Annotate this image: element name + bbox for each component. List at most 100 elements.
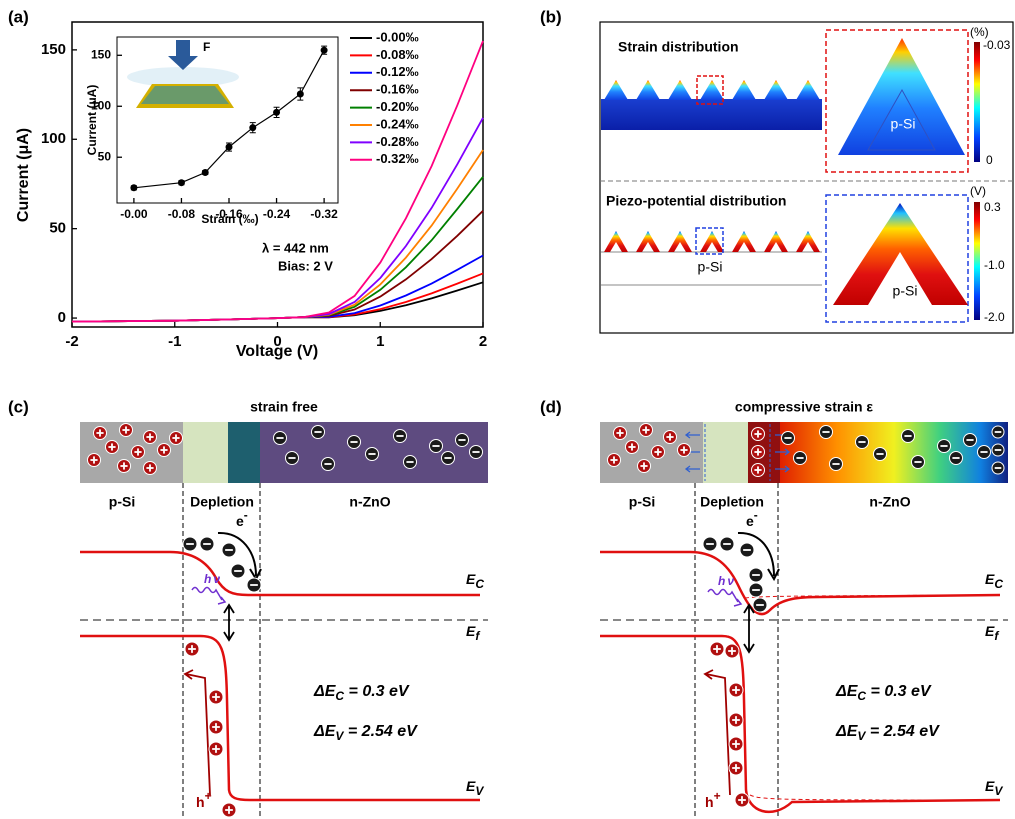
photon-text: h bbox=[204, 572, 211, 586]
colorbar-label: 0.3 bbox=[984, 200, 1001, 214]
gap-arrow bbox=[224, 605, 234, 640]
panel-label: (c) bbox=[8, 397, 29, 416]
electron-text: - bbox=[754, 508, 758, 522]
annotation: Bias: 2 V bbox=[278, 258, 333, 273]
hole-arrow bbox=[705, 670, 730, 795]
region-label: p-Si bbox=[629, 494, 655, 510]
band-text: C bbox=[475, 577, 484, 591]
band-text: V bbox=[994, 784, 1003, 798]
section-title: Strain distribution bbox=[618, 39, 739, 55]
hole-text: + bbox=[714, 789, 721, 803]
data-point bbox=[297, 91, 304, 98]
hole-text: + bbox=[205, 789, 212, 803]
electron-text: - bbox=[244, 508, 248, 522]
band-text: V bbox=[475, 784, 484, 798]
conduction-band bbox=[600, 552, 1000, 614]
offset-text: = 0.3 eV bbox=[866, 683, 932, 700]
x-tick-label: 2 bbox=[479, 333, 487, 350]
gap-arrow bbox=[744, 605, 754, 652]
region-label: n-ZnO bbox=[869, 494, 910, 510]
legend-label: -0.12‰ bbox=[376, 64, 419, 79]
y-tick-label: 50 bbox=[49, 220, 66, 237]
x-tick-label: -0.08 bbox=[168, 207, 196, 221]
x-tick-label: 1 bbox=[376, 333, 384, 350]
band-label: Ef bbox=[466, 623, 480, 643]
offset-text: ΔE bbox=[313, 683, 337, 700]
y-tick-label: 100 bbox=[91, 98, 111, 112]
y-tick-label: 0 bbox=[58, 309, 66, 326]
conduction-band bbox=[80, 552, 480, 595]
x-tick-label: -0.24 bbox=[263, 207, 291, 221]
substrate bbox=[601, 99, 822, 130]
offset-text: ΔE bbox=[835, 723, 859, 740]
legend-label: -0.28‰ bbox=[376, 134, 419, 149]
offset-label: ΔEC = 0.3 eV bbox=[313, 683, 410, 703]
hole-label: h+ bbox=[705, 789, 721, 810]
x-tick-label: -0.00 bbox=[120, 207, 148, 221]
photon-text: ν bbox=[213, 572, 220, 586]
hole-arrow bbox=[185, 670, 210, 795]
data-point bbox=[273, 109, 280, 116]
electron-label: e- bbox=[746, 508, 758, 529]
panel-label: (b) bbox=[540, 7, 562, 26]
panel-label: (d) bbox=[540, 397, 562, 416]
offset-text: = 0.3 eV bbox=[344, 683, 410, 700]
data-point bbox=[321, 47, 328, 54]
region-label: p-Si bbox=[109, 494, 135, 510]
data-point bbox=[249, 124, 256, 131]
y-axis-title: Current (μA) bbox=[15, 128, 32, 222]
data-point bbox=[202, 169, 209, 176]
offset-label: ΔEV = 2.54 eV bbox=[313, 723, 418, 743]
y-tick-label: 150 bbox=[41, 41, 66, 58]
x-tick-label: 0 bbox=[273, 333, 281, 350]
panel-title: strain free bbox=[250, 399, 318, 415]
depletion-p bbox=[703, 422, 748, 483]
y-tick-label: 150 bbox=[91, 47, 111, 61]
section-title: Piezo-potential distribution bbox=[606, 193, 786, 209]
electron-label: e- bbox=[236, 508, 248, 529]
colorbar-label: -0.03 bbox=[983, 38, 1011, 52]
band-label: EV bbox=[466, 778, 484, 798]
hole-text: h bbox=[705, 794, 714, 810]
colorbar-label: -1.0 bbox=[984, 258, 1005, 272]
offset-label: ΔEC = 0.3 eV bbox=[835, 683, 932, 703]
colorbar-label: -2.0 bbox=[984, 310, 1005, 324]
y-axis-title: Current (μA) bbox=[85, 85, 99, 156]
colorbar bbox=[974, 202, 980, 320]
band-text: f bbox=[994, 629, 999, 643]
band-label: EC bbox=[985, 571, 1003, 591]
band-label: Ef bbox=[985, 623, 999, 643]
offset-text: C bbox=[857, 689, 866, 703]
panel-title: compressive strain ε bbox=[735, 399, 874, 415]
band-text: f bbox=[475, 629, 480, 643]
electron-text: e bbox=[236, 513, 244, 529]
valence-band bbox=[80, 636, 480, 800]
offset-text: = 2.54 eV bbox=[865, 723, 940, 740]
photon-text: ν bbox=[727, 574, 734, 588]
annotation: λ = 442 nm bbox=[262, 240, 329, 255]
colorbar-label: 0 bbox=[986, 153, 993, 167]
material-label: p-Si bbox=[698, 259, 723, 275]
material-label: p-Si bbox=[893, 283, 918, 299]
photon-text: h bbox=[718, 574, 725, 588]
offset-text: ΔE bbox=[835, 683, 859, 700]
depletion-p bbox=[183, 422, 228, 483]
colorbar-unit: (%) bbox=[970, 25, 989, 39]
colorbar bbox=[974, 42, 980, 162]
photon bbox=[192, 588, 225, 605]
offset-text: = 2.54 eV bbox=[343, 723, 418, 740]
data-point bbox=[178, 179, 185, 186]
x-tick-label: -2 bbox=[65, 333, 78, 350]
panel-label: (a) bbox=[8, 7, 29, 26]
data-point bbox=[226, 144, 233, 151]
band-text: C bbox=[994, 577, 1003, 591]
legend-label: -0.24‰ bbox=[376, 116, 419, 131]
y-tick-label: 100 bbox=[41, 130, 66, 147]
region-label: n-ZnO bbox=[349, 494, 390, 510]
band-label: EC bbox=[466, 571, 484, 591]
legend-label: -0.32‰ bbox=[376, 151, 419, 166]
force-label: F bbox=[203, 40, 210, 54]
panel-b: Strain distribution p-Si (%) -0.03 0 Pie… bbox=[600, 22, 1013, 333]
inset-chart: F Strain (‰) Current (μA) -0.00-0.08-0.1… bbox=[85, 37, 338, 226]
